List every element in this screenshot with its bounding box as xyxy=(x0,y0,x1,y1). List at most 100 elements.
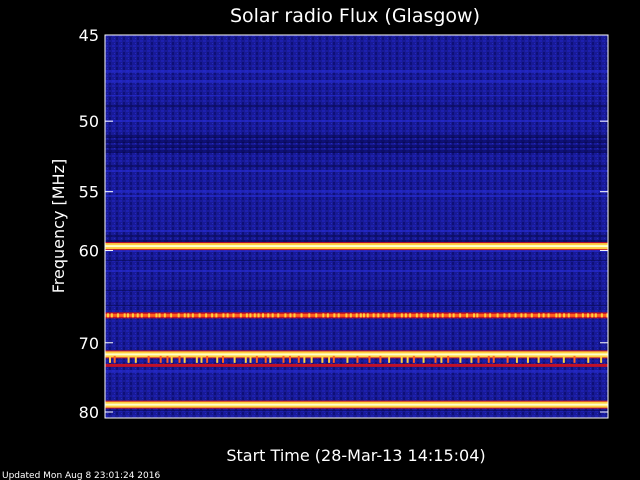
band-burst xyxy=(233,355,236,363)
band-burst xyxy=(508,313,511,318)
band-burst xyxy=(432,313,435,318)
band-burst xyxy=(587,355,590,363)
background-streak xyxy=(105,105,608,107)
plot-frame xyxy=(104,34,609,419)
band-burst xyxy=(187,313,190,318)
band-burst xyxy=(155,313,158,318)
band-burst xyxy=(315,313,318,318)
band-burst xyxy=(239,313,242,318)
band-layer xyxy=(105,70,608,411)
band-burst xyxy=(466,313,469,318)
band-burst xyxy=(244,355,247,363)
band-burst xyxy=(147,355,150,363)
background-streak xyxy=(105,290,608,291)
background-streak xyxy=(105,270,608,272)
band-burst xyxy=(537,355,540,363)
band-burst xyxy=(555,313,558,318)
band-burst xyxy=(170,313,173,318)
band-burst xyxy=(216,355,219,363)
band-burst xyxy=(412,355,415,363)
band-burst xyxy=(297,355,300,363)
band-burst xyxy=(477,355,480,363)
band-burst xyxy=(547,313,550,318)
background-streak xyxy=(105,240,608,242)
y-tick-label: 60 xyxy=(79,241,99,260)
band-burst xyxy=(476,313,479,318)
band-burst xyxy=(524,313,527,318)
band-burst xyxy=(127,355,130,363)
background-streak xyxy=(105,95,608,96)
band-burst xyxy=(379,355,382,363)
band-burst xyxy=(277,313,280,318)
band-burst xyxy=(303,355,306,363)
band-burst xyxy=(166,355,169,363)
band-burst xyxy=(131,313,134,318)
band-peak xyxy=(105,245,608,248)
band-burst xyxy=(109,355,111,363)
band-burst xyxy=(372,313,375,318)
band-burst xyxy=(400,355,403,363)
band-burst xyxy=(222,355,225,363)
band-burst xyxy=(452,313,455,318)
band-burst xyxy=(191,313,194,318)
x-axis-title: Start Time (28-Mar-13 14:15:04) xyxy=(226,446,485,465)
band-burst xyxy=(284,313,287,318)
band-burst xyxy=(459,313,462,318)
band-burst xyxy=(489,313,492,318)
band-burst xyxy=(359,313,362,318)
updated-timestamp: Updated Mon Aug 8 23:01:24 2016 xyxy=(2,471,160,480)
band-peak xyxy=(105,353,608,356)
y-axis-title: Frequency [MHz] xyxy=(49,159,68,293)
background-streak xyxy=(105,135,608,138)
band-burst xyxy=(170,355,173,363)
band-burst xyxy=(484,313,487,318)
band-burst xyxy=(387,313,390,318)
band-burst xyxy=(562,355,565,363)
band-burst xyxy=(349,313,352,318)
band-burst xyxy=(183,355,186,363)
band-burst xyxy=(134,355,137,363)
band-burst xyxy=(473,313,476,318)
band-burst xyxy=(249,313,252,318)
background-streak xyxy=(105,195,608,197)
background-streak xyxy=(105,250,608,252)
y-tick-label: 55 xyxy=(79,183,99,202)
band-burst xyxy=(232,313,235,318)
band-burst xyxy=(215,313,218,318)
band-burst xyxy=(117,313,120,318)
band-burst xyxy=(293,313,296,318)
band-burst xyxy=(355,313,358,318)
band-burst xyxy=(222,313,225,318)
band-burst xyxy=(332,355,335,363)
band-burst xyxy=(198,313,201,318)
band-burst xyxy=(573,355,576,363)
band-burst xyxy=(163,313,166,318)
band-burst xyxy=(606,313,608,318)
band-peak xyxy=(105,403,608,406)
band-burst xyxy=(249,355,252,363)
band-burst xyxy=(362,313,365,318)
band-burst xyxy=(206,355,209,363)
band-burst xyxy=(550,355,553,363)
band-burst xyxy=(123,313,126,318)
background-streak xyxy=(105,260,608,261)
band-burst xyxy=(406,355,409,363)
band-burst xyxy=(447,355,450,363)
band-burst xyxy=(515,355,518,363)
band-burst xyxy=(211,313,214,318)
band-burst xyxy=(594,313,597,318)
band-burst xyxy=(328,355,331,363)
y-tick-label: 45 xyxy=(79,26,99,45)
band-burst xyxy=(503,313,506,318)
band-burst xyxy=(563,313,566,318)
band-burst xyxy=(591,313,594,318)
band-burst xyxy=(388,355,391,363)
band-burst xyxy=(506,355,509,363)
background-streak xyxy=(105,80,608,83)
band-burst xyxy=(487,355,490,363)
band-burst xyxy=(333,313,336,318)
band-burst xyxy=(113,355,116,363)
band-burst xyxy=(470,355,473,363)
y-tick-label: 80 xyxy=(79,403,99,422)
background-streak xyxy=(105,70,608,73)
